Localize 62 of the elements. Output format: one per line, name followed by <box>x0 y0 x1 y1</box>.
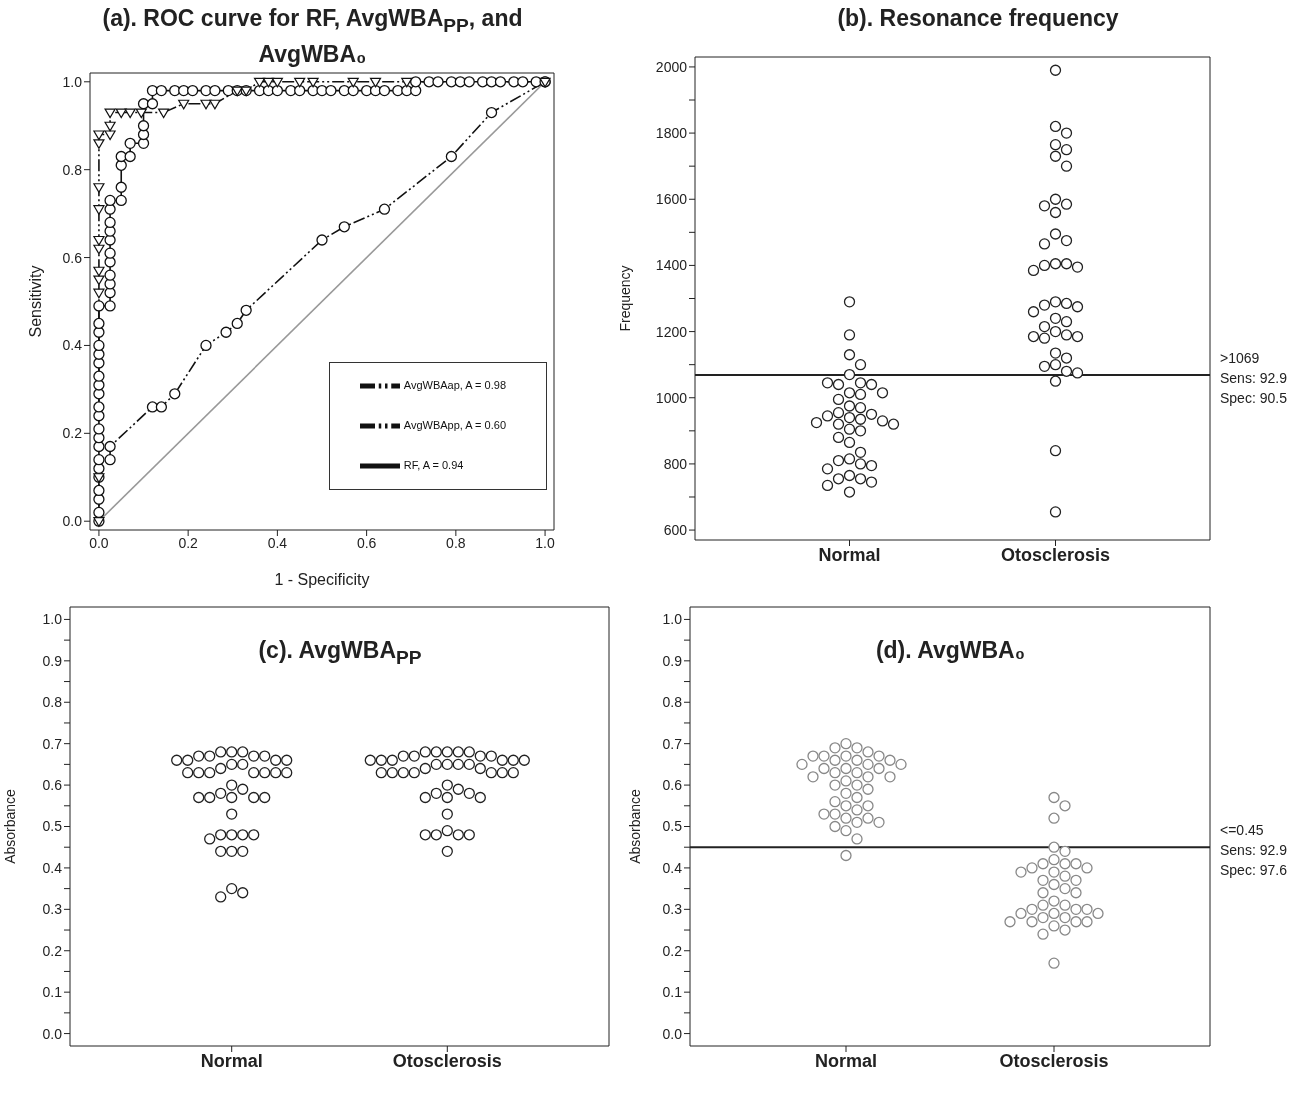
y-axis-title: Frequency <box>616 265 633 332</box>
y-tick-label: 0.4 <box>42 859 63 876</box>
y-tick-label: 2000 <box>655 58 688 75</box>
legend-label: AvgWBAap, A = 0.98 <box>403 378 506 391</box>
x-tick-label: 0.8 <box>446 534 466 551</box>
y-tick-label: 0.7 <box>662 735 683 752</box>
y-tick-label: 0.3 <box>662 901 683 918</box>
x-tick-label: 1.0 <box>535 534 556 551</box>
ref-line-label: <=0.45 Sens: 92.9 Spec: 97.6 <box>1220 822 1288 879</box>
x-tick-label: Otosclerosis <box>392 1050 502 1071</box>
y-tick-label: 0.9 <box>662 652 683 669</box>
x-tick-label: Normal <box>200 1050 263 1071</box>
y-tick-label: 800 <box>663 455 688 472</box>
x-axis-title: 1 - Specificity <box>274 571 370 588</box>
y-tick-label: 0.9 <box>42 652 63 669</box>
y-tick-label: 0.2 <box>662 942 683 959</box>
y-tick-label: 1.0 <box>662 611 683 628</box>
y-tick-label: 0.0 <box>662 1025 683 1042</box>
y-tick-label: 0.5 <box>42 818 63 835</box>
y-tick-label: 0.2 <box>42 942 63 959</box>
legend-label: AvgWBApp, A = 0.60 <box>403 418 506 431</box>
y-tick-label: 600 <box>663 522 688 539</box>
y-tick-label: 0.8 <box>42 694 63 711</box>
text: (d). AvgWBA₀ <box>874 636 1027 664</box>
y-tick-label: 0.4 <box>62 337 83 354</box>
chart-title: (b). Resonance frequency <box>836 4 1120 32</box>
y-tick-label: 1600 <box>655 191 688 208</box>
y-tick-label: 1.0 <box>62 73 83 90</box>
y-tick-label: 0.1 <box>662 984 683 1001</box>
y-tick-label: 1200 <box>655 323 688 340</box>
y-tick-label: 0.4 <box>662 859 683 876</box>
y-tick-label: 0.6 <box>662 777 683 794</box>
ref-line-label: >1069 Sens: 92.9 Spec: 90.5 <box>1220 349 1288 406</box>
y-tick-label: 1800 <box>655 125 688 142</box>
text: (c). AvgWBA$_{PP}$ <box>257 636 423 670</box>
y-tick-label: 0.3 <box>42 901 63 918</box>
y-tick-label: 1400 <box>655 257 688 274</box>
y-tick-label: 0.6 <box>42 777 63 794</box>
x-tick-label: 0.0 <box>89 534 109 551</box>
y-tick-label: 0.8 <box>62 161 83 178</box>
y-axis-title: Sensitivity <box>26 265 44 338</box>
x-tick-label: Otosclerosis <box>1000 544 1111 565</box>
x-tick-label: 0.4 <box>267 534 288 551</box>
x-tick-label: 0.6 <box>356 534 377 551</box>
y-axis-title: Absorbance <box>626 788 643 864</box>
x-tick-label: Otosclerosis <box>999 1050 1109 1071</box>
y-tick-label: 1000 <box>655 389 688 406</box>
y-tick-label: 0.0 <box>42 1025 63 1042</box>
x-tick-label: Normal <box>818 544 881 565</box>
y-tick-label: 0.0 <box>62 513 83 530</box>
y-tick-label: 1.0 <box>42 611 63 628</box>
x-tick-label: 0.2 <box>178 534 199 551</box>
chart-title: (a). ROC curve for RF, AvgWBA$_{PP}$, and AvgWBA₀ <box>102 5 523 67</box>
y-tick-label: 0.5 <box>662 818 683 835</box>
x-tick-label: Normal <box>814 1050 878 1071</box>
legend-label: RF, A = 0.94 <box>403 458 464 471</box>
y-axis-title: Absorbance <box>1 788 18 864</box>
y-tick-label: 0.8 <box>662 694 683 711</box>
y-tick-label: 0.6 <box>62 249 83 266</box>
y-tick-label: 0.2 <box>62 425 83 442</box>
y-tick-label: 0.1 <box>42 984 63 1001</box>
y-tick-label: 0.7 <box>42 735 63 752</box>
